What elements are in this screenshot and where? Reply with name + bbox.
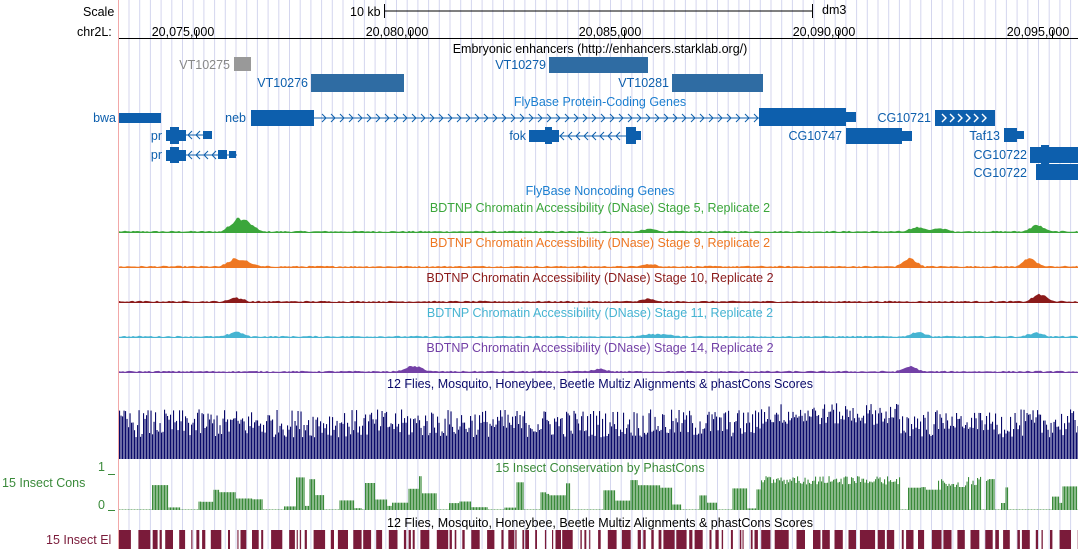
ruler-tick-label: 20,095,000 bbox=[1006, 25, 1070, 39]
gene-label[interactable]: pr bbox=[150, 129, 162, 143]
dnase-wiggle bbox=[119, 293, 1078, 303]
enhancer-label[interactable]: VT10279 bbox=[495, 58, 546, 72]
dnase-stage11-title[interactable]: BDTNP Chromatin Accessibility (DNase) St… bbox=[426, 306, 774, 320]
ruler-tick-label: 20,080,000 bbox=[365, 25, 429, 39]
gene-label[interactable]: CG10721 bbox=[877, 111, 931, 125]
enhancer-feature bbox=[549, 57, 648, 73]
dnase-stage14-title[interactable]: BDTNP Chromatin Accessibility (DNase) St… bbox=[426, 341, 774, 355]
gene-model bbox=[166, 127, 212, 144]
gene-model bbox=[846, 128, 912, 144]
gene-label[interactable]: Taf13 bbox=[969, 129, 1000, 143]
chromosome-label: chr2L: bbox=[77, 25, 112, 39]
assembly-label: dm3 bbox=[822, 3, 847, 17]
ruler-tick-label: 20,075,000 bbox=[151, 25, 215, 39]
gene-label[interactable]: bwa bbox=[93, 111, 116, 125]
gene-model bbox=[1004, 128, 1024, 142]
dnase-wiggle bbox=[119, 257, 1078, 268]
enhancer-label[interactable]: VT10281 bbox=[618, 76, 669, 90]
phastcons-ymin-label: 0 bbox=[98, 498, 105, 512]
base-position-ruler[interactable] bbox=[119, 4, 1078, 39]
gene-label[interactable]: neb bbox=[225, 111, 246, 125]
enhancer-label[interactable]: VT10275 bbox=[179, 58, 230, 72]
enhancer-track[interactable] bbox=[234, 57, 763, 92]
ruler-tick-label: 20,085,000 bbox=[578, 25, 642, 39]
scale-bar-label: 10 kb bbox=[350, 5, 381, 19]
gene-label[interactable]: fok bbox=[509, 129, 526, 143]
dnase-wiggle bbox=[119, 331, 1078, 338]
phastcons-side-label[interactable]: 15 Insect Cons bbox=[2, 476, 86, 490]
gene-model bbox=[119, 113, 161, 123]
coding-track-title[interactable]: FlyBase Protein-Coding Genes bbox=[513, 95, 687, 109]
gene-model bbox=[935, 110, 995, 126]
dnase-wiggle bbox=[119, 217, 1078, 233]
enhancer-label[interactable]: VT10276 bbox=[257, 76, 308, 90]
enhancer-feature bbox=[672, 74, 763, 92]
dnase-stage9-title[interactable]: BDTNP Chromatin Accessibility (DNase) St… bbox=[429, 236, 771, 250]
elements-side-label[interactable]: 15 Insect El bbox=[46, 533, 112, 547]
conserved-elements-track[interactable] bbox=[119, 530, 1078, 549]
enhancer-track-title[interactable]: Embryonic enhancers (http://enhancers.st… bbox=[452, 42, 748, 56]
gene-model bbox=[529, 127, 641, 144]
gene-model bbox=[187, 108, 856, 160]
dnase-stage5-title[interactable]: BDTNP Chromatin Accessibility (DNase) St… bbox=[429, 201, 771, 215]
elements-track-title[interactable]: 12 Flies, Mosquito, Honeybee, Beetle Mul… bbox=[387, 516, 813, 530]
gene-model bbox=[1030, 145, 1078, 165]
gene-label[interactable]: CG10722 bbox=[973, 148, 1027, 162]
phastcons-track-title[interactable]: 15 Insect Conservation by PhastCons bbox=[495, 461, 705, 475]
multiz-conservation-graph[interactable] bbox=[119, 403, 1078, 459]
gene-label[interactable]: CG10747 bbox=[788, 129, 842, 143]
enhancer-feature bbox=[311, 74, 404, 92]
enhancer-feature bbox=[234, 57, 251, 71]
phastcons-ymax-label: 1 bbox=[98, 460, 105, 474]
dnase-stage10-title[interactable]: BDTNP Chromatin Accessibility (DNase) St… bbox=[426, 271, 774, 285]
gene-label[interactable]: pr bbox=[150, 148, 162, 162]
scale-label: Scale bbox=[83, 5, 115, 19]
noncoding-track-title[interactable]: FlyBase Noncoding Genes bbox=[525, 184, 675, 198]
gene-model bbox=[1036, 164, 1078, 180]
gene-model bbox=[166, 147, 237, 163]
coding-gene-track[interactable] bbox=[119, 108, 1078, 180]
dnase-wiggle bbox=[119, 365, 1078, 373]
dnase-wiggle-tracks[interactable] bbox=[119, 217, 1078, 373]
multiz-track-title[interactable]: 12 Flies, Mosquito, Honeybee, Beetle Mul… bbox=[387, 377, 813, 391]
gene-label[interactable]: CG10722 bbox=[973, 166, 1027, 180]
ruler-tick-label: 20,090,000 bbox=[792, 25, 856, 39]
phastcons-graph[interactable] bbox=[108, 474, 1078, 511]
